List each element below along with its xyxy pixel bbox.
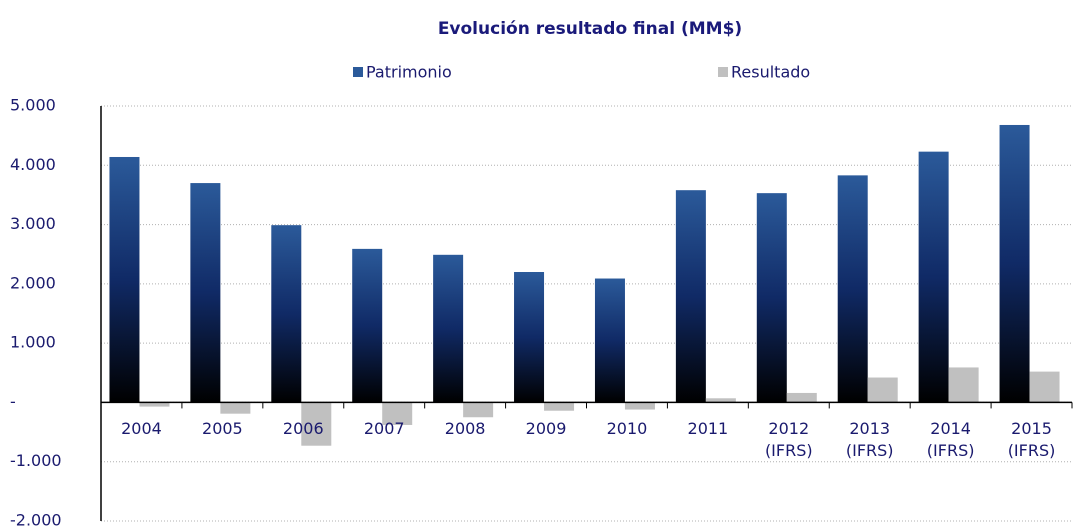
legend-label: Resultado: [731, 63, 810, 82]
bar: [190, 183, 221, 403]
legend-marker: [353, 67, 363, 77]
x-tick-label: 2009: [525, 419, 567, 439]
x-tick-label: 2004: [121, 419, 162, 439]
y-tick-label: 3.000: [10, 214, 56, 233]
y-tick-label: 5.000: [10, 96, 56, 115]
chart-title: Evolución resultado final (MM$): [438, 19, 742, 39]
x-tick-label: 2014 (IFRS): [926, 419, 975, 461]
bar: [220, 402, 251, 414]
bar: [786, 392, 817, 403]
bar: [433, 254, 464, 403]
bar: [352, 248, 383, 403]
bar: [544, 402, 575, 411]
x-tick-label: 2008: [444, 419, 486, 439]
x-tick-label: 2012 (IFRS): [764, 419, 813, 461]
bar: [705, 398, 736, 403]
bar: [999, 124, 1030, 403]
bar: [109, 156, 140, 403]
bar: [382, 402, 413, 425]
x-tick-label: 2011: [687, 419, 729, 439]
bar: [514, 272, 545, 403]
x-tick-label: 2010: [606, 419, 648, 439]
x-tick-label: 2013 (IFRS): [845, 419, 894, 461]
y-tick-label: -1.000: [10, 451, 62, 470]
bar: [1029, 371, 1060, 403]
bar: [594, 278, 625, 403]
bar: [624, 402, 655, 410]
bar: [463, 402, 494, 418]
y-tick-label: -: [10, 392, 16, 411]
y-tick-label: 1.000: [10, 333, 56, 352]
x-tick-label: 2005: [202, 419, 243, 439]
y-tick-label: 4.000: [10, 155, 56, 174]
bar: [301, 402, 332, 446]
y-tick-label: 2.000: [10, 273, 56, 292]
bar: [948, 367, 979, 403]
bar: [837, 175, 868, 403]
x-tick-label: 2007: [363, 419, 405, 439]
y-tick-label: -2.000: [10, 511, 62, 529]
bar: [675, 190, 706, 403]
bar: [756, 193, 787, 403]
x-tick-label: 2006: [282, 419, 324, 439]
legend-marker: [718, 67, 728, 77]
bar: [918, 151, 949, 403]
x-tick-label: 2015 (IFRS): [1007, 419, 1056, 461]
legend-label: Patrimonio: [366, 63, 452, 82]
bar: [271, 225, 302, 403]
bar: [139, 402, 170, 407]
bar: [867, 377, 898, 403]
